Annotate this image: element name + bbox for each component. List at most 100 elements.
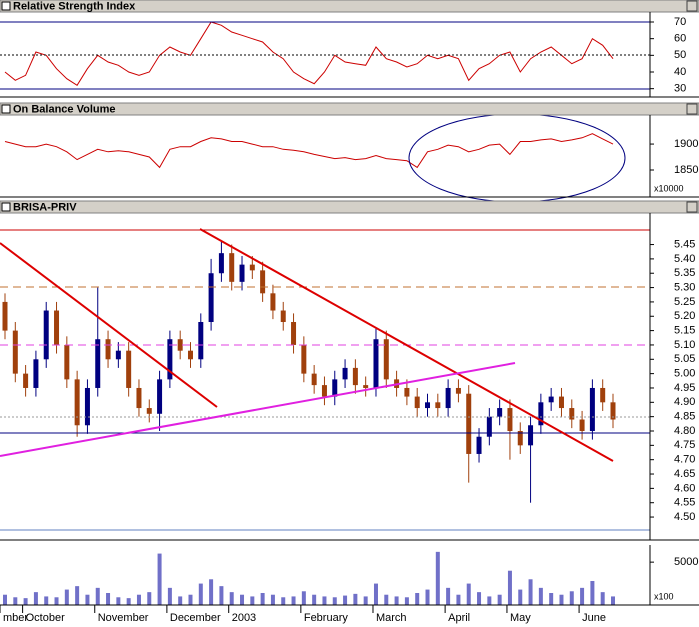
candle-body	[301, 344, 307, 374]
line-series	[4, 133, 614, 169]
volume-bar	[33, 592, 38, 605]
candle-body	[43, 310, 49, 360]
x-tick-label: 2003	[232, 612, 256, 624]
candle-body	[249, 264, 255, 271]
volume-bar	[487, 596, 492, 605]
trend-line	[0, 242, 218, 408]
volume-bar	[415, 593, 420, 605]
volume-bar	[600, 592, 605, 605]
y-tick-label: 30	[674, 83, 686, 95]
y-tick-label: 5.05	[674, 353, 695, 365]
volume-bar	[54, 597, 59, 605]
candle-body	[105, 339, 111, 360]
volume-bar	[394, 596, 399, 605]
volume-bar	[188, 594, 193, 605]
panel-icon	[1, 104, 11, 114]
candle-body	[54, 310, 60, 345]
volume-bar	[559, 594, 564, 605]
candle-body	[239, 264, 245, 282]
volume-bar	[569, 591, 574, 605]
volume-bar	[477, 592, 482, 605]
volume-bar	[404, 597, 409, 605]
candle-body	[363, 385, 369, 388]
x-tick-label: March	[376, 612, 407, 624]
x-tick-label: May	[510, 612, 531, 624]
candle-body	[476, 436, 482, 454]
volume-bar	[343, 595, 348, 605]
volume-bar	[301, 591, 306, 605]
candle-body	[497, 408, 503, 417]
candle-body	[610, 402, 616, 420]
volume-bar	[85, 594, 90, 605]
candle-body	[414, 396, 420, 409]
x-tick-label: June	[582, 612, 606, 624]
candle-body	[589, 387, 595, 431]
volume-bar	[3, 594, 7, 605]
y-tick-label: 5.00	[674, 368, 695, 380]
y-tick-label: 5.25	[674, 296, 695, 308]
candle-body	[569, 408, 575, 420]
y-tick-label: 4.60	[674, 482, 695, 494]
candle-body	[332, 379, 338, 397]
volume-bar	[116, 597, 121, 605]
x-tick-label: December	[170, 612, 221, 624]
panel-title-bar	[0, 200, 699, 214]
candle-body	[517, 431, 523, 446]
trend-line	[0, 362, 516, 457]
line-series	[4, 21, 614, 86]
candle-body	[538, 402, 544, 426]
panel-title-bar	[0, 102, 699, 116]
panel-title: BRISA-PRIV	[13, 201, 77, 213]
candle-body	[548, 396, 554, 403]
y-tick-label: 5.10	[674, 339, 695, 351]
y-tick-label: 4.90	[674, 396, 695, 408]
candle-body	[167, 339, 173, 380]
volume-bar	[538, 587, 543, 605]
annotations	[0, 21, 650, 531]
y-tick-label: 50	[674, 49, 686, 61]
volume-bar	[229, 592, 234, 605]
candle-body	[270, 293, 276, 311]
volume-bar	[446, 587, 451, 605]
volume-bar	[136, 594, 141, 605]
volume-bar	[322, 596, 327, 605]
volume-bar	[497, 594, 502, 605]
y-tick-label: 50000	[674, 556, 699, 568]
volume-bar	[466, 583, 471, 605]
volume-bar	[281, 597, 286, 605]
volume-bar	[250, 596, 255, 605]
volume-bar	[353, 593, 358, 605]
panel-icon	[1, 202, 11, 212]
x-tick-label: November	[98, 612, 149, 624]
candle-body	[342, 367, 348, 380]
y-tick-label: 5.15	[674, 325, 695, 337]
y-tick-label: 4.70	[674, 454, 695, 466]
panel-button[interactable]	[686, 0, 698, 12]
volume-bar	[167, 587, 172, 605]
volume-bar	[126, 598, 131, 605]
volume-bar	[23, 598, 28, 605]
panel-button[interactable]	[686, 103, 698, 115]
candle-body	[177, 339, 183, 351]
candle-body	[507, 408, 513, 431]
candle-body	[146, 408, 152, 414]
panel-button[interactable]	[686, 201, 698, 213]
volume-bar	[291, 596, 296, 605]
candle-body	[136, 387, 142, 409]
candle-body	[352, 367, 358, 386]
candle-body	[486, 416, 492, 437]
candle-body	[260, 270, 266, 294]
volume-bar	[260, 593, 265, 605]
candle-body	[157, 379, 163, 414]
volume-bar	[518, 589, 523, 605]
y-tick-label: 5.40	[674, 253, 695, 265]
volume-bar	[13, 597, 18, 605]
candle-body	[64, 344, 70, 380]
candle-body	[126, 350, 132, 388]
volume-bar	[590, 581, 595, 605]
panel-title-bar	[0, 0, 699, 13]
y-tick-label: 5.30	[674, 281, 695, 293]
volume-bar	[611, 596, 615, 605]
y-tick-label: 4.55	[674, 497, 695, 509]
candle-body	[558, 396, 564, 409]
